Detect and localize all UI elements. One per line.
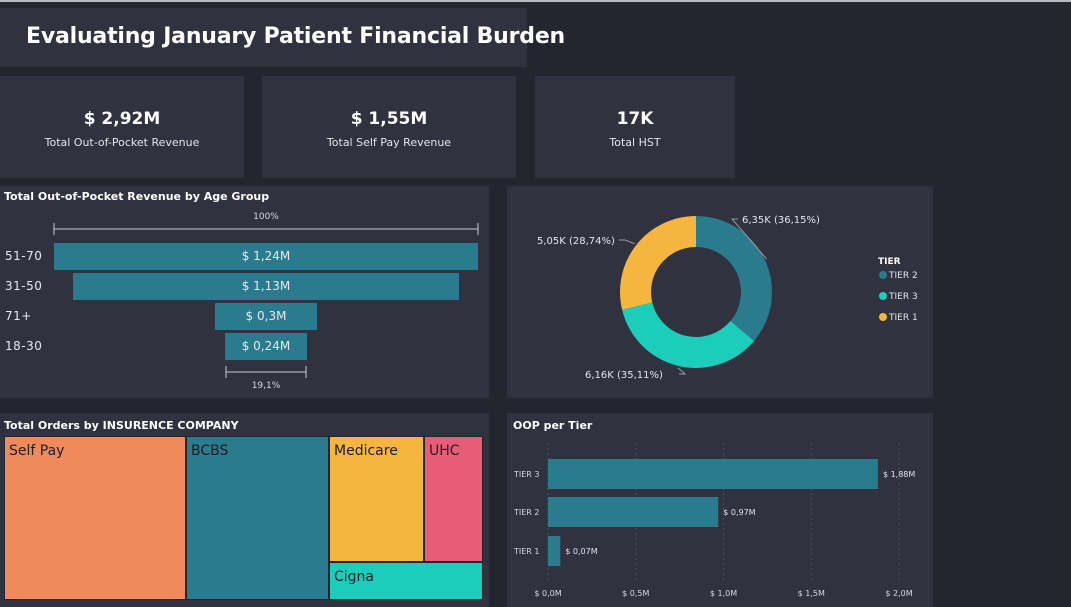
funnel-bar[interactable]: $ 0,24M <box>224 333 308 360</box>
donut-slice[interactable] <box>622 302 755 368</box>
donut-leader-line <box>730 218 768 260</box>
kpi-label: Total Self Pay Revenue <box>326 136 452 149</box>
panel-title: Total Out-of-Pocket Revenue by Age Group <box>4 190 270 203</box>
legend-marker <box>879 271 887 279</box>
tier-bar[interactable] <box>548 536 561 566</box>
tile-label: BCBS <box>191 443 229 459</box>
x-tick-label: $ 1,5M <box>798 589 825 598</box>
funnel-value-label: $ 1,13M <box>241 279 291 293</box>
bar-value-label: $ 0,07M <box>565 547 597 556</box>
age-group-label: 71+ <box>5 309 32 323</box>
legend-title: TIER <box>878 257 901 267</box>
x-tick-label: $ 2,0M <box>885 589 912 598</box>
treemap-tile-cigna[interactable]: Cigna <box>329 562 483 600</box>
kpi-card-oop-revenue[interactable]: $ 2,92M Total Out-of-Pocket Revenue <box>0 76 244 178</box>
funnel-panel[interactable]: Total Out-of-Pocket Revenue by Age Group… <box>0 186 489 398</box>
donut-slice[interactable] <box>620 216 696 310</box>
x-tick-label: $ 1,0M <box>710 589 737 598</box>
tile-label: Medicare <box>334 443 398 459</box>
y-category-label: TIER 2 <box>513 508 540 517</box>
donut-panel[interactable]: 6,35K (36,15%) 6,16K (35,11%) 5,05K (28,74… <box>507 186 933 398</box>
x-tick-label: $ 0,0M <box>534 589 561 598</box>
treemap-tile-bcbs[interactable]: BCBS <box>186 436 329 600</box>
treemap-tile-medicare[interactable]: Medicare <box>329 436 424 562</box>
y-category-label: TIER 3 <box>513 470 540 479</box>
page-title: Evaluating January Patient Financial Bur… <box>26 24 566 49</box>
funnel-value-label: $ 1,24M <box>241 249 291 263</box>
y-category-label: TIER 1 <box>513 547 540 556</box>
bottom-percent-label: 19,1% <box>252 381 281 391</box>
treemap-tile-uhc[interactable]: UHC <box>424 436 483 562</box>
bar-value-label: $ 0,97M <box>723 508 755 517</box>
donut-leader-line <box>619 239 635 245</box>
treemap-tile-self-pay[interactable]: Self Pay <box>4 436 186 600</box>
kpi-value: $ 2,92M <box>83 109 161 129</box>
legend-item[interactable]: TIER 2 <box>888 271 918 281</box>
donut-slice[interactable] <box>696 216 772 342</box>
top-percent-label: 100% <box>253 212 279 222</box>
funnel-value-label: $ 0,3M <box>245 309 287 323</box>
tile-label: Self Pay <box>9 443 65 459</box>
donut-chart: 6,35K (36,15%) 6,16K (35,11%) 5,05K (28,74… <box>537 215 918 381</box>
kpi-value: $ 1,55M <box>350 109 428 129</box>
donut-slice-label: 6,16K (35,11%) <box>585 370 663 381</box>
legend-item[interactable]: TIER 1 <box>888 313 918 323</box>
legend-marker <box>879 292 887 300</box>
legend-item[interactable]: TIER 3 <box>888 292 918 302</box>
panel-title: OOP per Tier <box>513 419 593 432</box>
treemap-panel[interactable]: Total Orders by INSURENCE COMPANY Self P… <box>0 413 489 607</box>
funnel-bar[interactable]: $ 1,13M <box>72 273 460 300</box>
kpi-value: 17K <box>616 109 654 129</box>
donut-slice-label: 6,35K (36,15%) <box>742 215 820 226</box>
kpi-card-self-pay-revenue[interactable]: $ 1,55M Total Self Pay Revenue <box>262 76 516 178</box>
panel-title: Total Orders by INSURENCE COMPANY <box>4 419 239 432</box>
funnel-bar[interactable]: $ 0,3M <box>214 303 318 330</box>
funnel-brackets: 100% 19,1% <box>53 212 479 391</box>
tile-label: Cigna <box>334 569 375 585</box>
title-card: Evaluating January Patient Financial Bur… <box>0 8 565 67</box>
funnel-bar[interactable]: $ 1,24M <box>54 243 478 270</box>
tier-bar-chart: $ 0,0M $ 0,5M $ 1,0M $ 1,5M $ 2,0M TIER 3 $ 1,… <box>513 443 915 598</box>
age-group-label: 51-70 <box>5 249 43 263</box>
x-tick-label: $ 0,5M <box>622 589 649 598</box>
funnel-value-label: $ 0,24M <box>241 339 291 353</box>
kpi-card-total-hst[interactable]: 17K Total HST <box>535 76 735 178</box>
tier-bar[interactable] <box>548 459 878 489</box>
legend-marker <box>879 313 887 321</box>
tier-bar-panel[interactable]: OOP per Tier $ 0,0M $ 0,5M $ 1,0M $ 1,5M $ 2… <box>507 413 933 607</box>
bar-value-label: $ 1,88M <box>883 470 915 479</box>
donut-slice-label: 5,05K (28,74%) <box>537 236 615 247</box>
top-border <box>0 0 1071 2</box>
age-group-label: 18-30 <box>5 339 43 353</box>
tier-bar[interactable] <box>548 497 719 527</box>
tile-label: UHC <box>429 443 460 459</box>
kpi-label: Total HST <box>609 136 661 149</box>
age-group-label: 31-50 <box>5 279 43 293</box>
kpi-label: Total Out-of-Pocket Revenue <box>44 136 200 149</box>
donut-leader-line <box>677 367 687 375</box>
